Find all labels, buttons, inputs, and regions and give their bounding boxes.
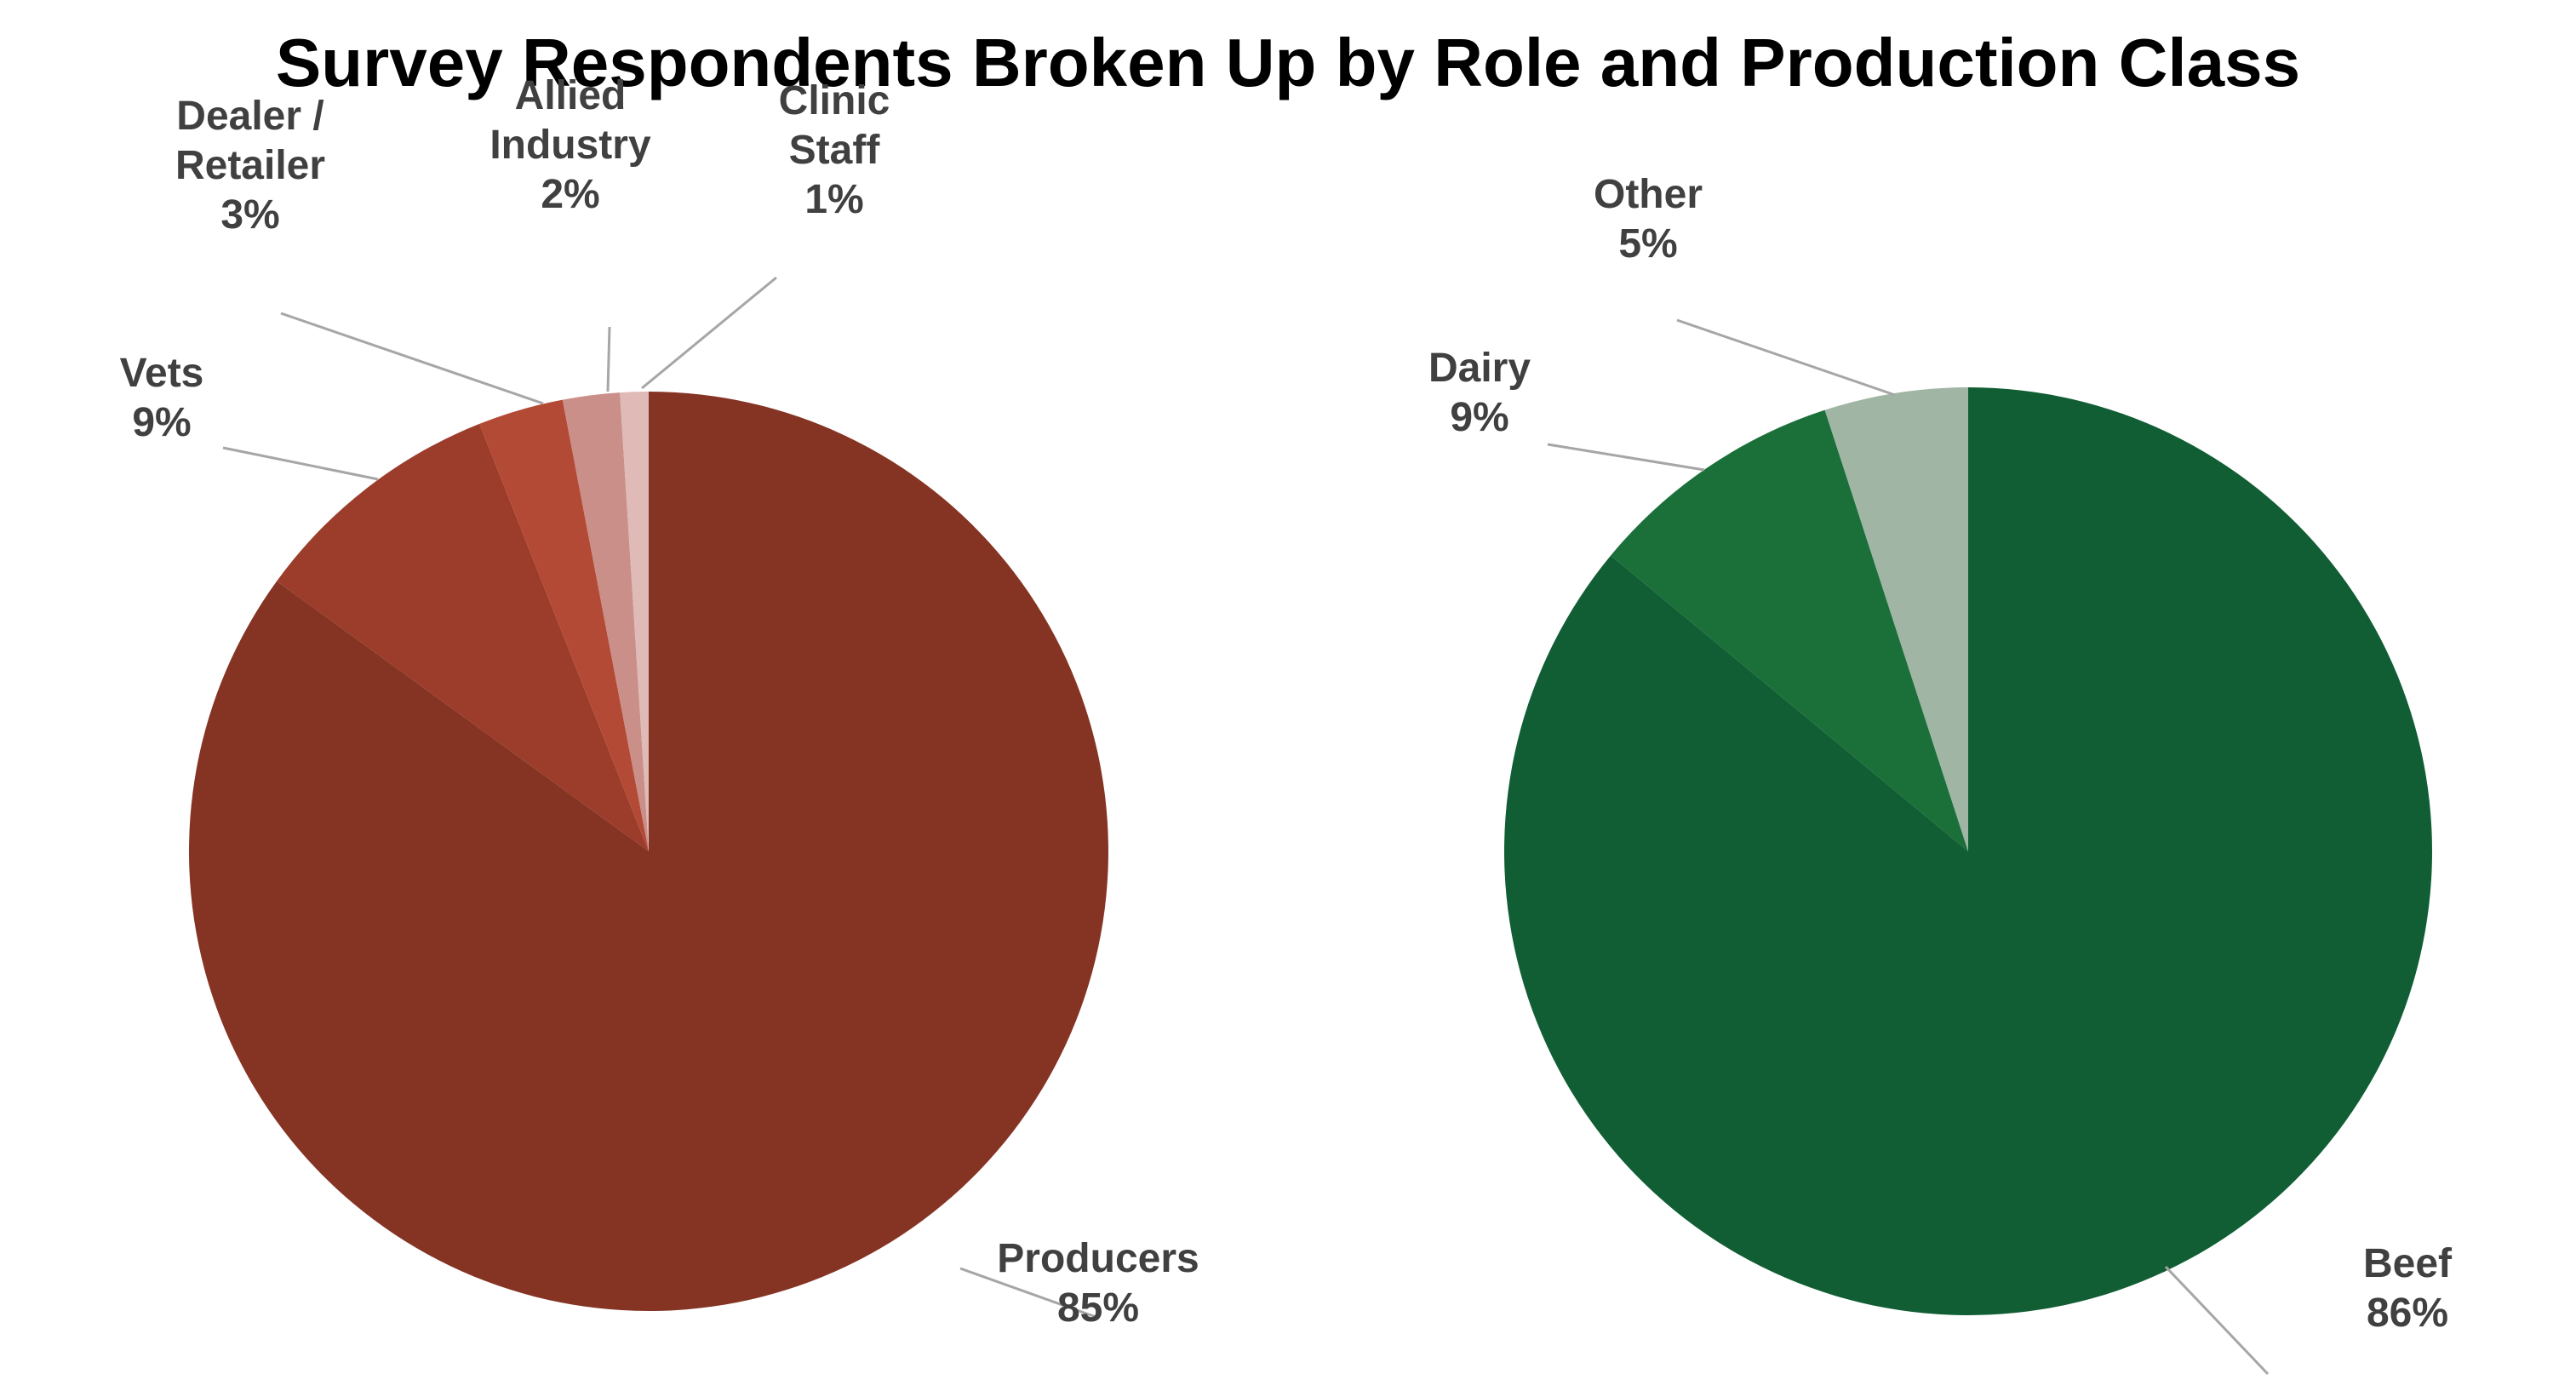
data-label-allied-industry: Allied Industry 2%	[489, 73, 651, 217]
data-label-vets: Vets 9%	[120, 351, 204, 445]
production-class-pie-chart: Beef 86% Dairy 9% Other 5%	[1428, 172, 2453, 1376]
chart-title: Survey Respondents Broken Up by Role and…	[275, 25, 2301, 100]
data-label-dealer-retailer: Dealer / Retailer 3%	[175, 94, 325, 238]
leader-line-dealer-retailer	[280, 312, 544, 405]
leader-line-allied-industry	[606, 326, 611, 392]
data-label-beef: Beef 86%	[2363, 1241, 2453, 1336]
leader-line-producers	[959, 1267, 1099, 1319]
leader-line-other	[1676, 318, 1896, 397]
data-label-dairy: Dairy 9%	[1428, 346, 1531, 440]
leader-line-beef	[2164, 1265, 2270, 1376]
data-label-producers: Producers 85%	[997, 1236, 1199, 1331]
pie-slice-other	[1824, 387, 1968, 851]
pie-slice-dealer-retailer	[479, 399, 649, 851]
leader-line-dairy	[1547, 443, 1705, 472]
pie-slice-producers	[188, 392, 1109, 1312]
pie-slice-vets	[277, 423, 649, 851]
data-label-clinic-staff: Clinic Staff 1%	[779, 78, 890, 222]
role-pie-chart: Producers 85% Vets 9% Dealer / Retailer 3% Alli…	[120, 73, 1199, 1331]
leader-line-vets	[222, 446, 379, 481]
leader-line-clinic-staff	[641, 276, 777, 390]
pie-slice-allied-industry	[562, 392, 649, 851]
pie-slice-clinic-staff	[620, 392, 649, 851]
pie-slice-dairy	[1611, 409, 1968, 851]
data-label-other: Other 5%	[1594, 172, 1703, 266]
